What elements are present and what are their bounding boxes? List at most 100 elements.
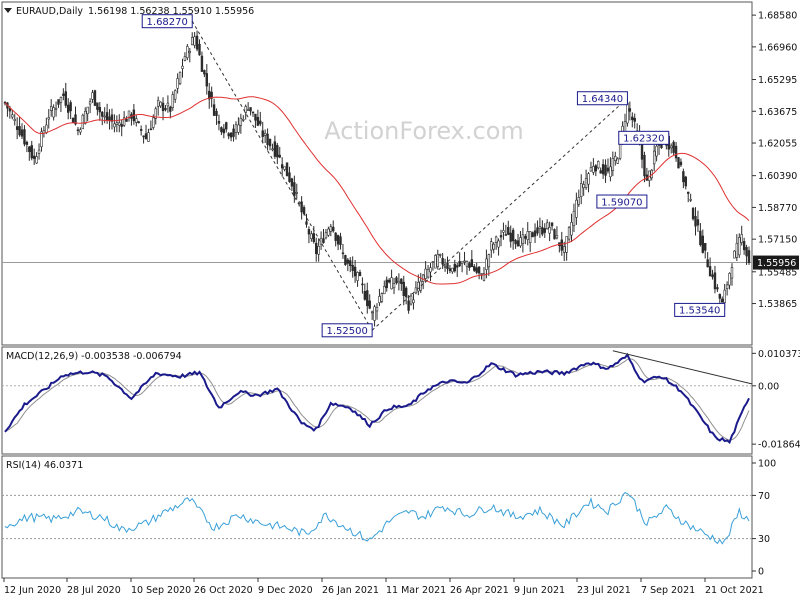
candle-body [728, 273, 731, 286]
candle-body [375, 307, 379, 312]
candle-body [263, 132, 267, 136]
candle-body [169, 106, 172, 112]
candle-body [47, 117, 50, 120]
candle-body [521, 234, 525, 244]
candle-body [597, 161, 600, 169]
candle-body [368, 300, 371, 309]
candle-body [307, 229, 311, 235]
candle-body [13, 118, 16, 121]
candle-body [494, 236, 498, 243]
candle-body [25, 141, 29, 145]
candle-body [74, 114, 77, 125]
price-y-tick-label: 1.53865 [758, 299, 797, 310]
candle-body [215, 111, 218, 116]
candle-body [669, 145, 673, 149]
candle-body [20, 129, 24, 137]
x-tick-label: 21 Oct 2021 [705, 585, 764, 596]
candle-body [672, 141, 675, 153]
candle-body [120, 124, 123, 127]
candle-body [385, 279, 388, 289]
candle-body [611, 158, 615, 171]
candle-body [582, 184, 585, 189]
candle-body [98, 107, 102, 113]
candle-body [526, 231, 529, 240]
candle-body [434, 255, 437, 269]
candle-body [159, 101, 162, 107]
candle-body [237, 124, 240, 133]
candle-body [516, 240, 520, 247]
candle-body [553, 229, 556, 240]
candle-body [125, 118, 128, 122]
candle-body [409, 295, 413, 305]
candle-body [156, 100, 160, 107]
candle-body [193, 36, 196, 46]
candle-body [273, 141, 277, 157]
candle-body [643, 154, 646, 177]
price-annotation-box [141, 14, 193, 29]
candle-body [402, 281, 405, 296]
candle-body [626, 102, 629, 124]
candle-body [322, 238, 325, 243]
candle-body [15, 126, 19, 130]
candle-body [514, 240, 517, 245]
candle-body [504, 234, 508, 236]
chart-symbol-label: EURAUD,Daily [16, 6, 83, 17]
x-tick-label: 12 Jun 2020 [4, 585, 61, 596]
candle-body [424, 268, 427, 279]
price-y-tick-label: 1.60390 [758, 171, 797, 182]
x-tick-label: 28 Jul 2020 [67, 585, 121, 596]
candle-body [485, 258, 488, 270]
candle-body [601, 164, 605, 175]
candle-body [135, 118, 138, 123]
candle-body [631, 116, 634, 121]
candle-body [329, 226, 333, 232]
candle-body [268, 138, 272, 147]
candle-body [300, 201, 303, 213]
candle-body [363, 291, 367, 300]
candle-body [242, 119, 245, 121]
candle-body [742, 241, 746, 251]
candle-body [507, 226, 510, 235]
candle-body [456, 265, 459, 268]
candle-body [674, 145, 678, 159]
candle-body [195, 35, 199, 50]
candle-body [614, 156, 617, 161]
candle-body [69, 102, 72, 112]
x-tick-label: 26 Jan 2021 [322, 585, 379, 596]
candle-body [23, 129, 26, 145]
macd-y-tick-label: -0.018643 [758, 440, 800, 451]
candle-body [577, 197, 581, 205]
candle-body [186, 46, 189, 59]
candle-body [110, 114, 114, 122]
candle-body [183, 56, 187, 61]
candle-body [511, 229, 515, 242]
candle-body [592, 166, 595, 173]
candle-body [244, 106, 247, 113]
candle-body [191, 37, 194, 46]
candle-body [40, 131, 43, 148]
candle-body [480, 273, 483, 275]
candle-body [706, 259, 709, 268]
candle-body [30, 145, 33, 159]
candle-body [79, 129, 82, 133]
chart-menu-triangle-icon[interactable] [4, 8, 12, 13]
candle-body [451, 267, 454, 273]
candle-body [353, 266, 357, 277]
candle-body [210, 91, 213, 99]
x-tick-label: 11 Mar 2021 [386, 585, 446, 596]
candle-body [677, 157, 680, 169]
candle-body [290, 178, 294, 187]
candle-body [538, 226, 542, 229]
candle-body [390, 277, 393, 290]
candle-body [468, 263, 471, 268]
candle-body [570, 222, 573, 236]
candle-body [254, 113, 257, 121]
candle-body [91, 92, 94, 100]
candle-body [229, 132, 233, 138]
price-annotation-box [674, 302, 726, 317]
candle-body [154, 108, 157, 119]
candle-body [740, 234, 743, 243]
candle-body [164, 107, 167, 111]
chart-ohlc-label: 1.56198 1.56238 1.55910 1.55956 [88, 6, 254, 17]
